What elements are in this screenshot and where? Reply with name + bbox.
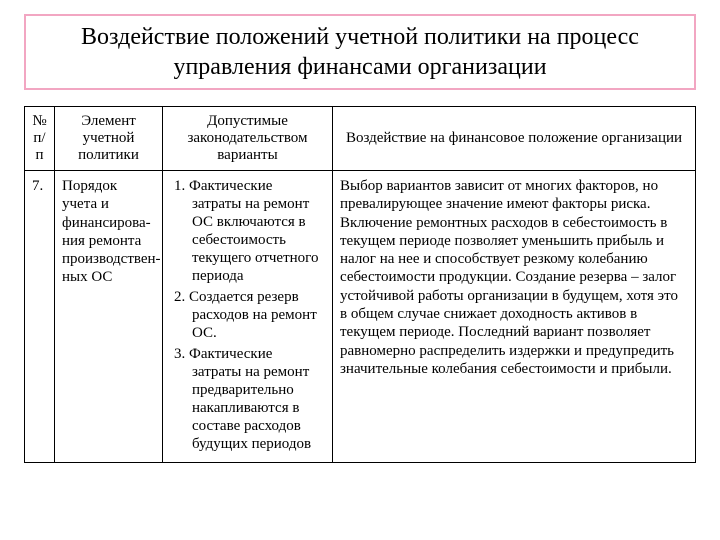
variant-num: 3. [174,346,189,362]
col-header-num: № п/п [25,107,55,171]
title-box: Воздействие положений учетной политики н… [24,14,696,90]
variant-item: 3. Фактические затраты на ремонт предвар… [170,345,325,453]
variant-item: 2. Создается резерв расходов на ремонт О… [170,288,325,342]
variant-item: 1. Фактические затраты на ремонт ОС вклю… [170,177,325,285]
cell-impact: Выбор вариантов зависит от многих фактор… [333,171,696,463]
variants-list: 1. Фактические затраты на ремонт ОС вклю… [170,177,325,453]
page-title: Воздействие положений учетной политики н… [62,22,658,82]
col-header-element: Элемент учетной политики [55,107,163,171]
variant-num: 1. [174,178,189,194]
table-header-row: № п/п Элемент учетной политики Допустимы… [25,107,696,171]
cell-num: 7. [25,171,55,463]
col-header-impact: Воздействие на финансовое положение орга… [333,107,696,171]
variant-text: Фактические затраты на ремонт предварите… [189,346,311,452]
cell-variants: 1. Фактические затраты на ремонт ОС вклю… [163,171,333,463]
variant-text: Создается резерв расходов на ремонт ОС. [189,289,317,341]
table-row: 7. Порядок учета и финансирова-ния ремон… [25,171,696,463]
variant-text: Фактические затраты на ремонт ОС включаю… [189,178,318,284]
policy-table: № п/п Элемент учетной политики Допустимы… [24,106,696,463]
variant-num: 2. [174,289,189,305]
cell-element: Порядок учета и финансирова-ния ремонта … [55,171,163,463]
col-header-variants: Допустимые законодательством варианты [163,107,333,171]
